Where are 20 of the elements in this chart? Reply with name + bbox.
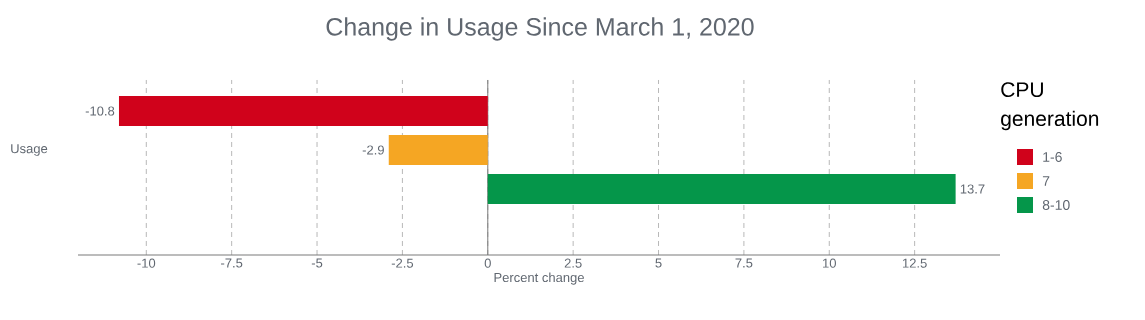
x-tick-label: -7.5 <box>221 258 243 268</box>
y-tick-label: Usage <box>11 144 48 156</box>
x-tick-label: 7.5 <box>735 258 753 268</box>
legend-label: 1-6 <box>1043 152 1062 162</box>
data-label: 13.7 <box>960 184 985 194</box>
x-tick-label: 0 <box>484 258 491 268</box>
data-label: -2.9 <box>362 145 384 155</box>
legend-title: CPU generation <box>1001 82 1099 131</box>
x-tick-label: 2.5 <box>564 258 582 268</box>
x-tick-label: 12.5 <box>902 258 927 268</box>
legend-label: 7 <box>1042 176 1050 186</box>
x-tick-label: 5 <box>655 258 662 268</box>
x-tick-label: -5 <box>311 258 323 268</box>
x-tick-label: -10 <box>137 258 156 268</box>
chart-title: Change in Usage Since March 1, 2020 <box>326 17 754 41</box>
data-label: -10.8 <box>85 106 115 116</box>
legend-label: 8-10 <box>1042 200 1070 210</box>
x-tick-label: -2.5 <box>391 258 414 268</box>
x-axis-title: Percent change <box>494 272 584 285</box>
x-tick-label: 10 <box>823 258 836 268</box>
